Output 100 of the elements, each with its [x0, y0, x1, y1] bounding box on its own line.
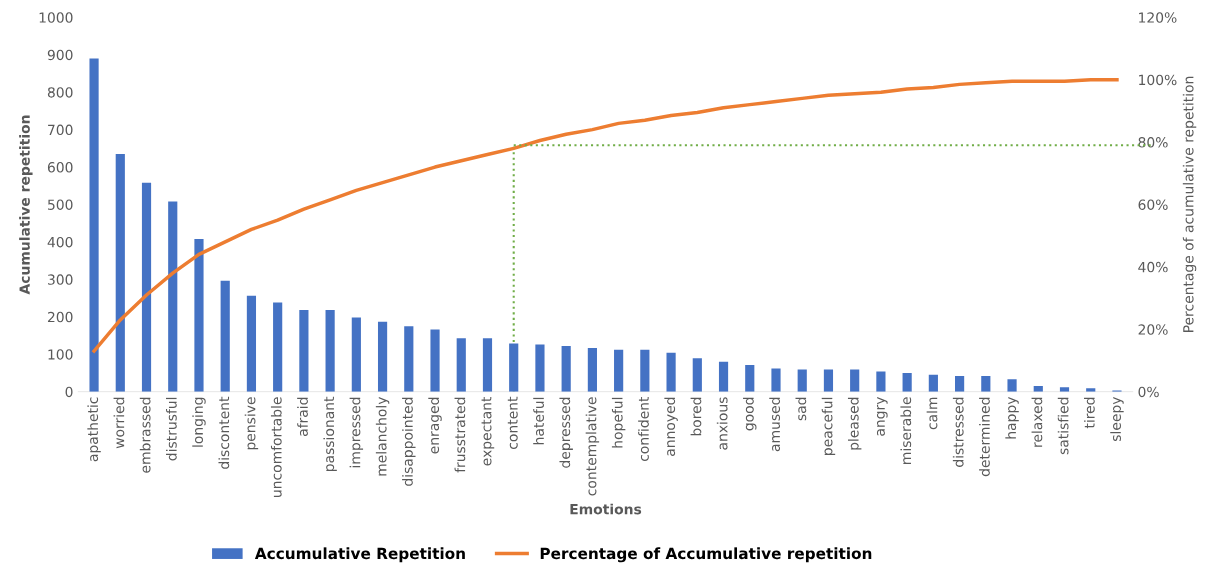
x-tick-label: bored [690, 397, 702, 436]
bar [273, 302, 283, 392]
y2-tick-label: 20% [1138, 324, 1168, 335]
x-tick-label: amused [769, 397, 781, 452]
legend-label: Percentage of Accumulative repetition [540, 547, 872, 563]
x-tick-label: good [743, 397, 757, 431]
legend-label: Accumulative Repetition [254, 547, 465, 563]
bar [89, 58, 99, 392]
x-tick-label: enraged [428, 397, 442, 454]
x-tick-label: calm [926, 397, 938, 430]
bar [115, 153, 125, 392]
x-tick-label: longing [192, 397, 206, 447]
x-tick-label: confident [638, 396, 649, 462]
bar [482, 338, 493, 392]
bar [1007, 379, 1017, 392]
x-tick-label: apathetic [87, 397, 101, 462]
bar [325, 310, 335, 392]
y-tick-label: 0 [65, 386, 73, 398]
bar [876, 371, 886, 392]
bar [168, 201, 178, 392]
x-tick-label: satisfied [1057, 397, 1069, 455]
y-tick-label: 700 [48, 124, 73, 136]
x-tick-label: worried [113, 397, 125, 449]
y-tick-label: 600 [47, 162, 73, 173]
y2-axis-title: Percentage of acumulative repetition [1182, 76, 1197, 332]
x-tick-label: annoyed [664, 397, 678, 456]
bar [141, 182, 152, 392]
y-axis-title: Acumulative repetition [19, 115, 33, 295]
x-tick-label: embrassed [139, 397, 151, 473]
bar [535, 344, 545, 392]
y-tick-label: 300 [48, 274, 73, 285]
bar [299, 310, 309, 392]
bar [640, 349, 650, 392]
x-tick-label: passionant [323, 396, 337, 471]
line-series [92, 77, 1119, 353]
x-tick-label: content [507, 396, 518, 449]
x-tick-label: expectant [481, 396, 495, 466]
bar [194, 238, 204, 392]
y2-tick-label: 100% [1139, 74, 1177, 86]
bar [981, 375, 991, 392]
x-tick-label: discontent [218, 396, 230, 469]
bar [666, 352, 676, 392]
bar [928, 374, 938, 392]
x-tick-label: hopeful [611, 397, 626, 448]
bar [587, 347, 597, 392]
y-tick-label: 200 [47, 311, 73, 323]
bar [246, 295, 257, 392]
x-tick-label: determined [979, 397, 990, 477]
x-tick-label: disappointed [402, 397, 416, 486]
y-tick-label: 100 [48, 349, 73, 360]
x-tick-label: melancholy [375, 396, 390, 476]
bar [718, 361, 729, 392]
x-tick-label: impressed [349, 397, 364, 468]
x-tick-label: frusstrated [454, 397, 466, 473]
y-tick-label: 400 [47, 236, 73, 248]
bar [771, 368, 781, 392]
bar [850, 369, 860, 392]
bar [902, 372, 912, 392]
y2-tick-label: 80% [1138, 137, 1168, 148]
x-tick-label: depressed [559, 397, 573, 468]
bar [509, 343, 519, 392]
x-tick-label: pleased [847, 397, 862, 450]
bar [377, 321, 388, 392]
bar [955, 375, 965, 392]
x-tick-label: uncomfortable [270, 397, 282, 497]
y-tick-label: 900 [47, 49, 73, 61]
y2-tick-label: 0% [1138, 386, 1159, 398]
y-tick-label: 800 [47, 87, 73, 98]
y2-tick-label: 60% [1138, 199, 1168, 210]
x-tick-label: distressed [952, 397, 964, 467]
y-tick-label: 500 [48, 199, 73, 210]
x-tick-label: tired [1084, 397, 1095, 429]
bar [561, 346, 571, 392]
bar [404, 326, 414, 392]
bar [692, 358, 702, 392]
x-tick-label: contemplative [585, 397, 600, 496]
y2-tick-label: 40% [1138, 261, 1168, 273]
bar [797, 369, 807, 392]
bar [745, 365, 755, 392]
x-tick-label: anxious [716, 397, 728, 450]
x-tick-label: peaceful [821, 397, 836, 455]
x-tick-label: miserable [900, 397, 912, 464]
x-tick-label: sad [795, 397, 807, 421]
x-tick-label: afraid [297, 397, 308, 437]
x-tick-label: relaxed [1031, 397, 1043, 447]
x-tick-label: angry [876, 396, 888, 436]
x-tick-label: happy [1005, 396, 1019, 439]
bar [456, 338, 466, 392]
bar [220, 280, 230, 392]
x-tick-label: pensive [244, 397, 259, 450]
bar [614, 349, 624, 392]
x-tick-label: hateful [533, 397, 544, 445]
x-tick-label: distrusful [166, 397, 177, 461]
bar [351, 317, 361, 392]
bar [823, 369, 834, 392]
x-axis-title: Emotions [570, 503, 642, 515]
bar [430, 329, 440, 392]
y-tick-label: 1000 [39, 12, 73, 23]
y2-tick-label: 120% [1139, 12, 1177, 23]
x-tick-label: sleepy [1110, 396, 1124, 442]
